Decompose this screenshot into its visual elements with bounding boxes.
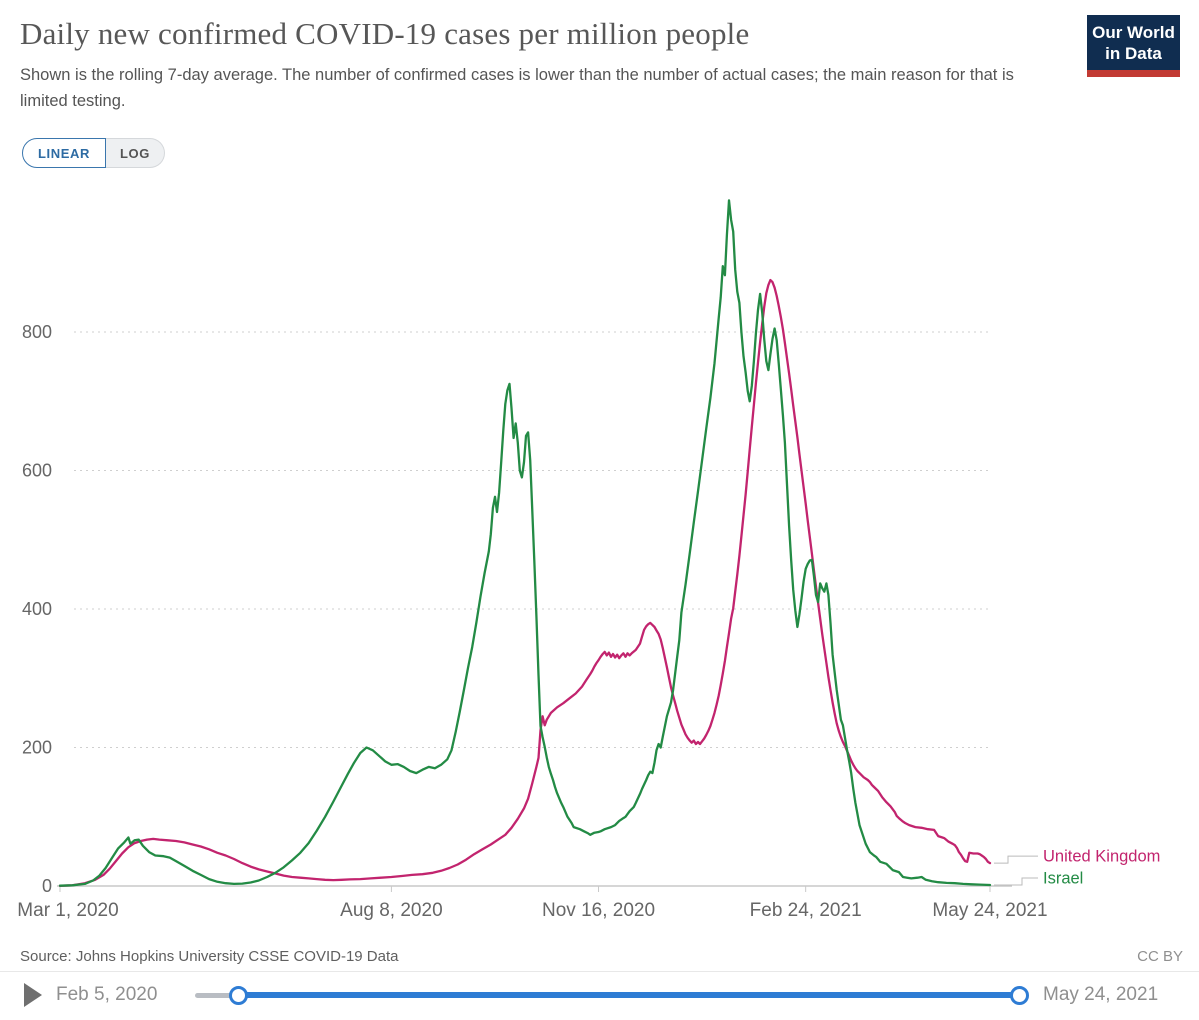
timeline-start-date: Feb 5, 2020 [56,984,158,1005]
owid-logo[interactable]: Our World in Data [1087,15,1180,77]
x-tick-label-2: Nov 16, 2020 [542,900,655,921]
chart-plot: 0 200 400 600 800 Mar 1, 2020 Aug 8, 2020 Nov 1… [17,199,1160,921]
timeline-track-unselected[interactable] [195,993,239,998]
timeline-start-handle[interactable] [229,986,248,1005]
series-line-israel [58,199,992,887]
log-button[interactable]: LOG [106,138,165,168]
timeline-end-date: May 24, 2021 [1043,984,1159,1005]
chart-subtitle: Shown is the rolling 7-day average. The … [20,66,1014,110]
legend-label-israel[interactable]: Israel [1043,869,1083,887]
source-text: Source: Johns Hopkins University CSSE CO… [20,948,399,965]
x-tick-label-3: Feb 24, 2021 [750,900,862,921]
scale-toggle: LINEAR LOG [22,138,165,168]
owid-logo-line1: Our World [1092,23,1175,42]
y-tick-label-600: 600 [22,461,52,481]
play-icon [24,983,42,1007]
x-tick-label-1: Aug 8, 2020 [340,900,442,921]
linear-button[interactable]: LINEAR [22,138,106,168]
play-button[interactable] [24,983,48,1007]
y-tick-label-800: 800 [22,322,52,342]
license-link[interactable]: CC BY [1137,948,1183,965]
series-line-united-kingdom [58,278,992,887]
y-tick-label-0: 0 [42,876,52,896]
owid-logo-line2: in Data [1105,44,1162,63]
y-tick-label-400: 400 [22,599,52,619]
legend-connector-united-kingdom [994,855,1038,864]
legend-label-united-kingdom[interactable]: United Kingdom [1043,848,1160,866]
page-title: Daily new confirmed COVID-19 cases per m… [20,16,750,51]
footer-divider [0,971,1199,972]
legend-connector-israel [994,877,1038,886]
y-tick-label-200: 200 [22,738,52,758]
x-tick-label-4: May 24, 2021 [932,900,1047,921]
timeline-track-selected[interactable] [237,992,1019,998]
timeline-end-handle[interactable] [1010,986,1029,1005]
x-tick-label-0: Mar 1, 2020 [17,900,118,921]
